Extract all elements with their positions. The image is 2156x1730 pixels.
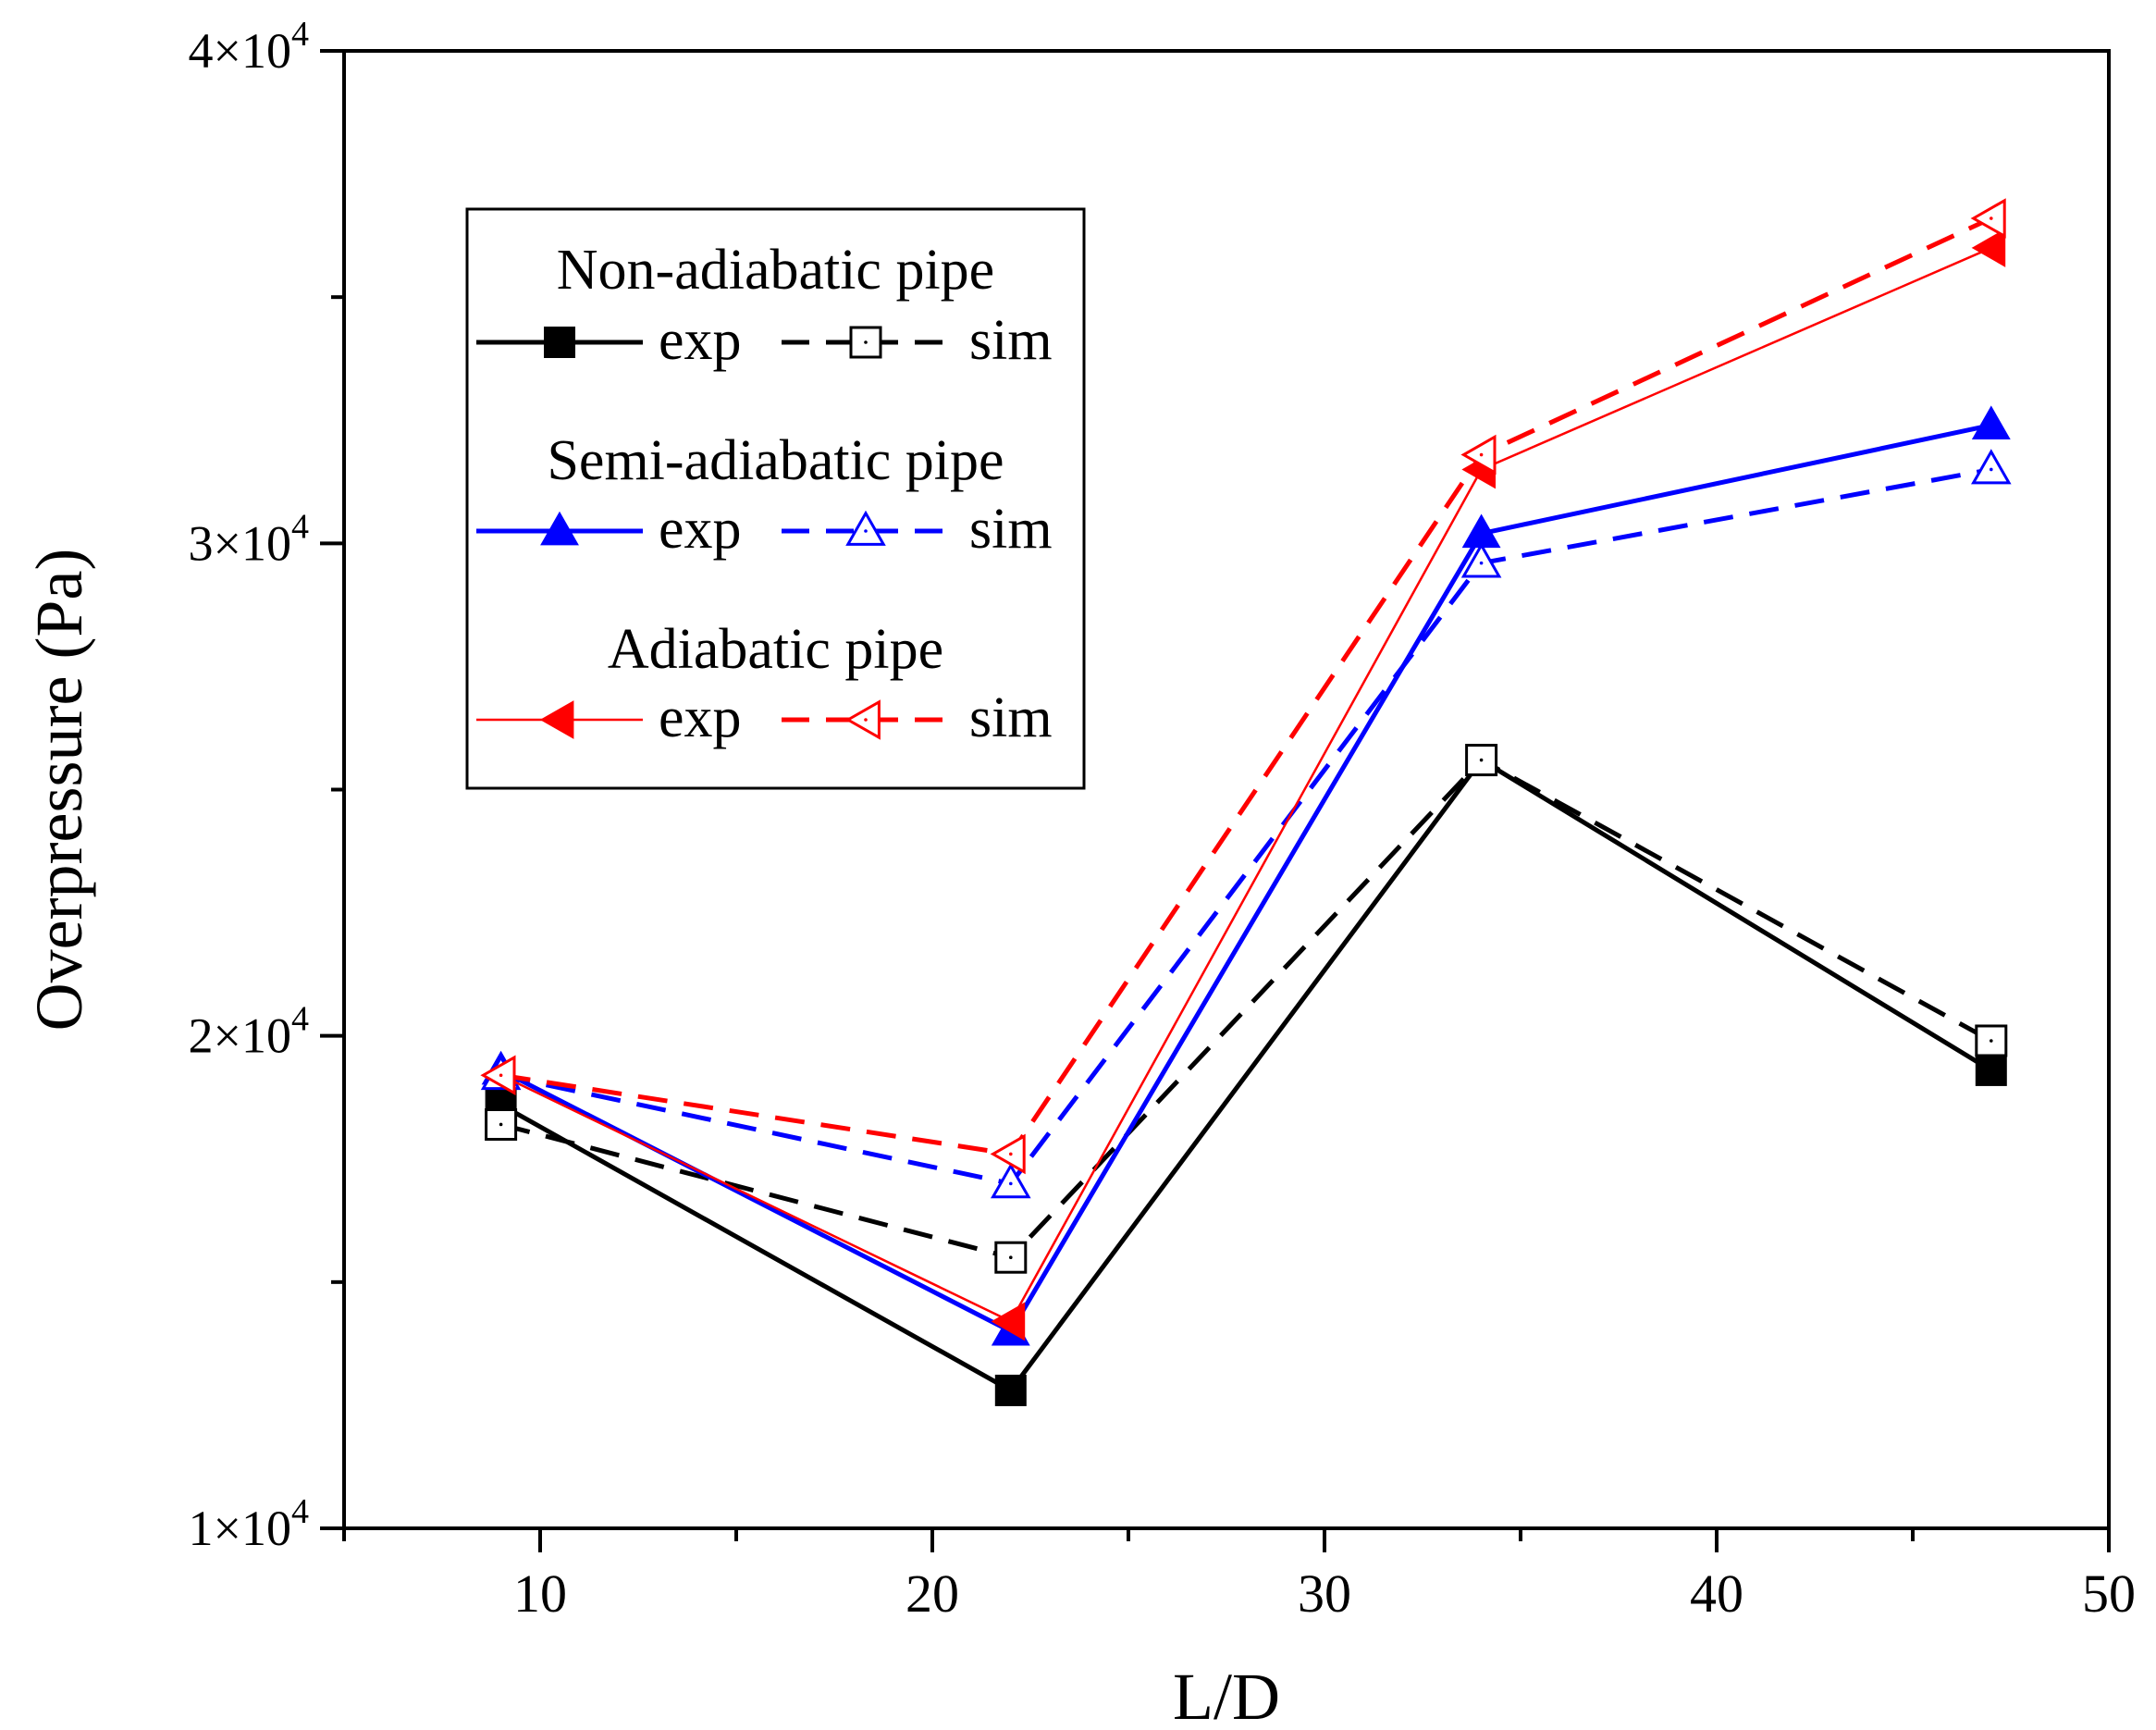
series-line xyxy=(500,216,1992,1157)
data-point xyxy=(1975,1054,2007,1086)
data-point xyxy=(991,1302,1026,1341)
data-point-center-dot xyxy=(1990,216,1993,220)
legend-exp-label: exp xyxy=(659,309,742,372)
data-point xyxy=(480,1055,516,1096)
y-tick-label: 3×104 xyxy=(189,507,309,571)
data-point-center-dot xyxy=(1479,758,1484,762)
legend-exp-marker xyxy=(544,327,575,358)
y-tick-label: 2×104 xyxy=(189,1000,309,1064)
x-tick-label: 30 xyxy=(1298,1563,1351,1624)
data-point-center-dot xyxy=(1009,1255,1013,1260)
data-point xyxy=(990,1133,1026,1175)
data-point-center-dot xyxy=(1990,467,1993,472)
x-tick-label: 50 xyxy=(2082,1563,2136,1624)
data-point xyxy=(1971,229,2006,267)
legend-group-title: Non-adiabatic pipe xyxy=(557,239,994,302)
series-line xyxy=(499,423,1992,1335)
series-line xyxy=(500,467,1992,1187)
legend-sim-label: sim xyxy=(969,686,1053,749)
series-non-adiabatic-pipe-sim xyxy=(485,744,2008,1274)
x-tick-label: 10 xyxy=(513,1563,567,1624)
legend-sim-marker-center-dot xyxy=(864,718,868,722)
legend-sim-label: sim xyxy=(969,309,1053,372)
data-point xyxy=(1971,405,2011,439)
legend-group-title: Semi-adiabatic pipe xyxy=(547,429,1004,492)
legend-sim-marker xyxy=(845,510,886,546)
legend-group-title: Adiabatic pipe xyxy=(608,618,943,681)
data-point xyxy=(1460,434,1497,476)
data-point-center-dot xyxy=(1479,452,1484,457)
legend-exp-marker xyxy=(540,511,579,546)
legend-exp-label: exp xyxy=(659,686,742,749)
y-tick-label: 1×104 xyxy=(189,1492,309,1556)
series-line xyxy=(499,757,1993,1394)
data-point-center-dot xyxy=(1009,1181,1013,1186)
data-point-center-dot xyxy=(499,1122,503,1127)
data-point-center-dot xyxy=(1009,1152,1013,1156)
x-tick-label: 20 xyxy=(906,1563,959,1624)
y-tick-label: 4×104 xyxy=(189,15,309,79)
legend-sim-marker-center-dot xyxy=(864,340,868,344)
x-tick-label: 40 xyxy=(1690,1563,1743,1624)
data-point xyxy=(1460,542,1502,578)
legend-sim-label: sim xyxy=(969,498,1053,561)
x-axis-label: L/D xyxy=(1173,1660,1280,1730)
data-point xyxy=(1970,198,2006,239)
legend-sim-marker-center-dot xyxy=(864,529,868,533)
data-point-center-dot xyxy=(499,1073,503,1078)
y-axis-label: Overpressure (Pa) xyxy=(22,549,96,1032)
series-line xyxy=(499,757,1993,1261)
legend-sim-marker xyxy=(844,699,881,740)
legend-sim-marker xyxy=(849,326,882,359)
legend-exp-marker xyxy=(539,700,574,739)
data-point-center-dot xyxy=(1990,1039,1993,1043)
data-point xyxy=(1971,449,2012,485)
data-point xyxy=(994,1374,1027,1406)
legend-group: Non-adiabatic pipe exp sim xyxy=(476,239,1053,372)
series-adiabatic-pipe-sim xyxy=(480,198,2006,1175)
series-line xyxy=(500,246,1992,1324)
data-point xyxy=(991,1163,1031,1199)
legend-exp-label: exp xyxy=(659,498,742,561)
data-point xyxy=(1975,1024,2008,1057)
legend-box xyxy=(465,207,1086,790)
data-point-center-dot xyxy=(1479,561,1484,565)
